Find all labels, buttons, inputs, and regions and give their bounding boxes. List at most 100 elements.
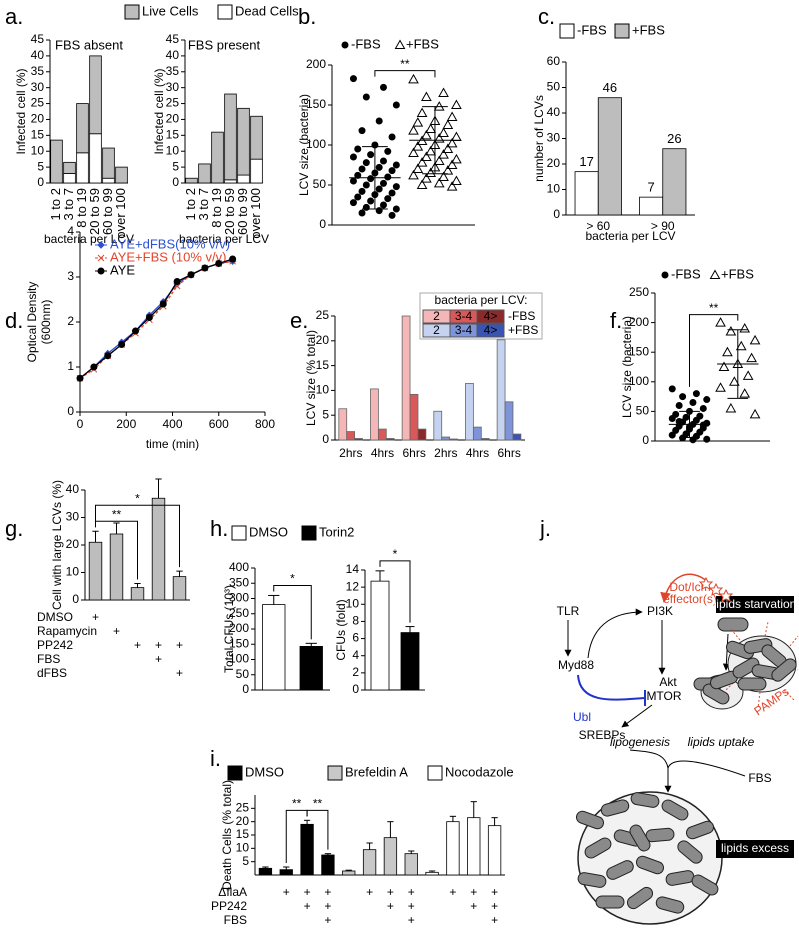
effector-arrow (660, 573, 709, 604)
y-tick-label: 50 (547, 80, 561, 94)
significance-label: * (393, 547, 398, 561)
panel-label: i. (210, 746, 221, 771)
bar (258, 867, 273, 876)
y-tick-label: 200 (306, 57, 326, 71)
y-tick-label: 0 (242, 682, 249, 696)
bar (449, 438, 458, 441)
point (668, 385, 676, 393)
x-tick-label: 1 to 2 (48, 188, 63, 221)
legend-swatch (559, 23, 575, 39)
y-tick-label: 2 (67, 314, 74, 328)
point (735, 340, 747, 351)
point (438, 127, 449, 137)
legend-group: +FBS (508, 323, 538, 337)
treatment-mark: + (491, 913, 498, 927)
bar (441, 436, 451, 441)
point (421, 91, 432, 101)
y-tick-label: 400 (229, 560, 249, 574)
point (379, 157, 387, 165)
x-tick-label: 60 to 99 (235, 188, 250, 235)
bar (250, 115, 263, 160)
x-tick-label: 1 to 2 (183, 188, 198, 221)
y-tick-label: 40 (66, 482, 80, 496)
point (421, 129, 432, 140)
value-label: 46 (603, 80, 617, 95)
y-tick-label: 25 (236, 801, 250, 815)
bar (115, 166, 128, 184)
point (159, 300, 167, 308)
bar (88, 541, 103, 601)
x-tick-label: 600 (209, 417, 229, 431)
point (384, 147, 392, 155)
legend-marker (394, 39, 406, 49)
point (689, 399, 697, 407)
x-tick-label: 6hrs (402, 446, 425, 460)
bar (172, 576, 187, 601)
y-tick-label: 35 (31, 64, 45, 78)
bar (262, 604, 286, 691)
legend-label: +FBS (721, 266, 754, 281)
legend-swatch (476, 309, 505, 324)
bacterium (635, 855, 665, 875)
y-tick-label: 10 (547, 182, 561, 196)
treatment-mark: + (176, 666, 183, 680)
y-tick-label: 0 (67, 404, 74, 418)
legend-label: -FBS (671, 266, 701, 281)
treatment-mark: + (408, 899, 415, 913)
point (187, 271, 195, 279)
bar (346, 431, 356, 441)
legend-label: -FBS (351, 36, 381, 51)
y-tick-label: 100 (229, 652, 249, 666)
y-tick-label: 10 (346, 596, 360, 610)
bacterium (645, 827, 675, 843)
treatment-mark: + (324, 913, 331, 927)
point (451, 175, 462, 185)
significance-label: ** (112, 507, 122, 521)
y-tick-label: 20 (547, 156, 561, 170)
bar (76, 103, 89, 154)
x-tick-label: 8 to 19 (209, 188, 224, 228)
x-tick-label: 800 (255, 417, 275, 431)
legend-swatch (124, 4, 140, 20)
bacterium (606, 860, 634, 880)
legend-marker (709, 269, 721, 279)
point (388, 189, 396, 197)
x-axis-label: bacteria per LCV (44, 232, 134, 246)
y-axis-label: CFUs (fold) (334, 599, 348, 660)
bacterium (771, 658, 797, 682)
point (349, 153, 357, 161)
legend-swatch (427, 765, 443, 781)
legend-label: 4> (484, 309, 498, 323)
panel-label: f. (610, 308, 622, 333)
y-axis-label: LCV size (bacteria) (297, 94, 311, 196)
y-tick-label: 0 (352, 682, 359, 696)
y-tick-label: 0 (37, 175, 44, 189)
bar (279, 869, 293, 876)
bacterium (584, 837, 612, 859)
state-box (716, 596, 794, 613)
inhibition (577, 674, 645, 701)
treatment-mark: + (470, 899, 477, 913)
legend-label: 2 (433, 323, 440, 337)
bar (480, 438, 490, 441)
x-tick-label: 4hrs (466, 446, 489, 460)
point (446, 181, 458, 191)
y-tick-label: 50 (313, 177, 327, 191)
bar (63, 161, 76, 174)
point (746, 352, 757, 363)
x-tick-label: > 90 (651, 219, 675, 233)
treatment-mark: + (155, 652, 162, 666)
state-label: lipids excess (721, 841, 789, 855)
point (367, 175, 375, 183)
bacterium (732, 657, 760, 679)
line (79, 260, 233, 379)
legend-label: 3-4 (455, 323, 473, 337)
x-tick-label: > 60 (586, 219, 610, 233)
y-tick-label: 10 (66, 565, 80, 579)
point (451, 99, 462, 109)
significance-bracket (379, 560, 411, 623)
point (408, 169, 419, 180)
point (433, 133, 445, 143)
treatment-mark: + (155, 638, 162, 652)
bacterium (626, 886, 654, 910)
